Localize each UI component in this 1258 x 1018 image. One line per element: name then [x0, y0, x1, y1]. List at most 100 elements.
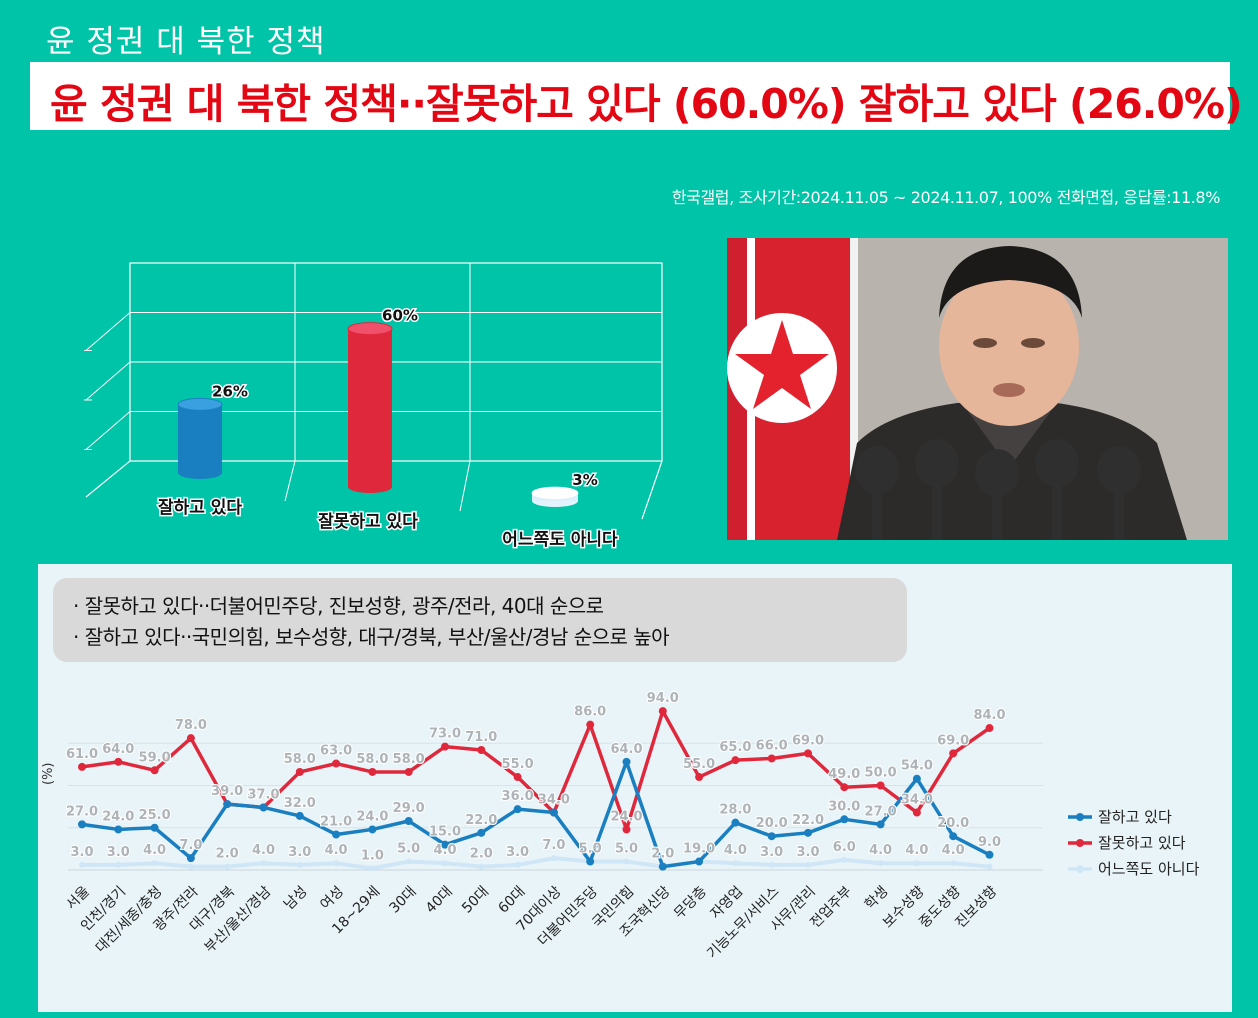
data-label-1-3: 25.0	[139, 808, 171, 823]
x-label-11: 40대	[423, 884, 456, 917]
data-label-2-25: 69.0	[937, 733, 969, 748]
data-label-1-23: 27.0	[865, 804, 897, 819]
point-2-9	[368, 767, 377, 776]
data-label-2-4: 78.0	[175, 718, 207, 733]
data-label-3-1: 3.0	[70, 845, 93, 860]
data-label-3-10: 5.0	[397, 842, 420, 857]
point-2-13	[513, 773, 522, 782]
point-1-10	[404, 816, 413, 825]
data-label-2-18: 55.0	[683, 757, 715, 772]
headline-box: 윤 정권 대 북한 정책··잘못하고 있다 (60.0%) 잘하고 있다 (26…	[30, 62, 1243, 130]
data-label-1-22: 30.0	[828, 799, 860, 814]
data-label-2-15: 86.0	[574, 705, 606, 720]
point-1-25	[949, 832, 958, 841]
data-label-1-13: 36.0	[502, 789, 534, 804]
bar-3: 3% 어느쪽도 아니다	[501, 470, 620, 552]
data-label-2-13: 55.0	[502, 757, 534, 772]
data-label-1-11: 15.0	[429, 825, 461, 840]
data-label-3-9: 1.0	[361, 848, 384, 863]
point-2-4	[186, 734, 195, 743]
point-3-20	[768, 861, 775, 868]
point-1-8	[332, 830, 341, 839]
data-label-2-9: 58.0	[356, 752, 388, 767]
data-label-2-24: 34.0	[901, 793, 933, 808]
data-label-3-18: 19.0	[683, 842, 715, 857]
point-3-14	[550, 855, 557, 862]
point-2-19	[731, 756, 740, 765]
bar-value-label-2: 60%	[382, 307, 418, 325]
point-1-6	[259, 803, 268, 812]
data-label-3-12: 2.0	[470, 847, 493, 862]
data-label-2-8: 63.0	[320, 744, 352, 759]
data-label-2-3: 59.0	[139, 750, 171, 765]
point-1-11	[441, 840, 449, 849]
point-1-24	[912, 774, 921, 783]
data-label-2-6: 47.0	[247, 787, 279, 802]
point-2-3	[150, 766, 159, 775]
data-label-1-16: 64.0	[610, 742, 642, 757]
point-3-19	[732, 860, 739, 867]
point-3-24	[913, 860, 920, 867]
data-label-3-24: 4.0	[905, 843, 928, 858]
point-1-17	[658, 862, 667, 871]
point-3-7	[296, 861, 303, 868]
data-label-2-17: 94.0	[647, 691, 679, 706]
x-label-7: 남성	[281, 884, 311, 914]
data-label-3-13: 3.0	[506, 845, 529, 860]
point-1-4	[186, 854, 195, 863]
point-1-22	[840, 815, 849, 824]
point-3-6	[260, 860, 267, 867]
point-1-1	[78, 820, 86, 829]
point-2-18	[695, 773, 704, 782]
data-label-2-2: 64.0	[102, 742, 134, 757]
data-label-1-1: 27.0	[66, 804, 98, 819]
x-label-8: 여성	[317, 884, 347, 914]
data-label-2-14: 34.0	[538, 793, 570, 808]
data-label-1-4: 7.0	[179, 838, 202, 853]
data-label-2-26: 84.0	[973, 708, 1005, 723]
data-label-2-16: 24.0	[610, 809, 642, 824]
data-label-1-17: 2.0	[651, 847, 674, 862]
point-2-21	[804, 749, 812, 758]
point-1-3	[150, 823, 159, 832]
point-1-16	[622, 757, 631, 766]
point-2-15	[586, 720, 595, 729]
data-label-1-9: 24.0	[356, 809, 388, 824]
point-1-26	[985, 850, 994, 859]
data-label-1-12: 22.0	[465, 813, 497, 828]
x-label-18: 무당층	[671, 883, 710, 922]
data-label-1-21: 22.0	[792, 813, 824, 828]
bar-category-label-2: 잘못하고 있다	[318, 511, 418, 532]
svg-text:잘못하고 있다: 잘못하고 있다	[1098, 834, 1186, 852]
bar-value-label-1: 26%	[212, 382, 248, 400]
point-3-21	[805, 861, 811, 868]
legend-item-1: 잘하고 있다	[1068, 808, 1172, 826]
point-2-8	[332, 759, 341, 768]
point-1-19	[731, 818, 740, 827]
photo-speaker-at-podium	[727, 238, 1228, 540]
point-3-8	[333, 860, 340, 867]
breakdown-line-chart: (%) 3.0 3.0 4.0 2.0 4.0 3.0 4.0 1.0 5.0 4.0 2.0 3.0…	[41, 690, 1200, 962]
data-label-2-10: 58.0	[393, 752, 425, 767]
bar-chart-bars: 26% 잘하고 있다 60% 잘못하고 있다 3% 어느쪽도 아니다	[156, 305, 620, 552]
data-label-3-8: 4.0	[325, 843, 348, 858]
summary-note: · 잘못하고 있다··더불어민주당, 진보성향, 광주/전라, 40대 순으로 …	[53, 578, 907, 662]
point-2-23	[876, 781, 885, 790]
point-3-1	[79, 861, 85, 868]
summary-bar-chart: 26% 잘하고 있다 60% 잘못하고 있다 3% 어느쪽도 아니다	[84, 262, 663, 552]
bar-chart-grid	[84, 262, 663, 520]
svg-text:잘하고 있다: 잘하고 있다	[1098, 808, 1172, 826]
x-label-1: 서울	[63, 883, 93, 913]
data-label-2-12: 71.0	[465, 730, 497, 745]
data-label-3-15: 5.0	[579, 842, 602, 857]
point-3-22	[841, 856, 848, 863]
data-label-3-19: 4.0	[724, 843, 747, 858]
data-label-2-11: 73.0	[429, 727, 461, 742]
data-label-2-21: 69.0	[792, 733, 824, 748]
top-title: 윤 정권 대 북한 정책	[46, 24, 326, 60]
x-label-23: 학생	[862, 884, 892, 914]
point-3-12	[478, 863, 485, 870]
